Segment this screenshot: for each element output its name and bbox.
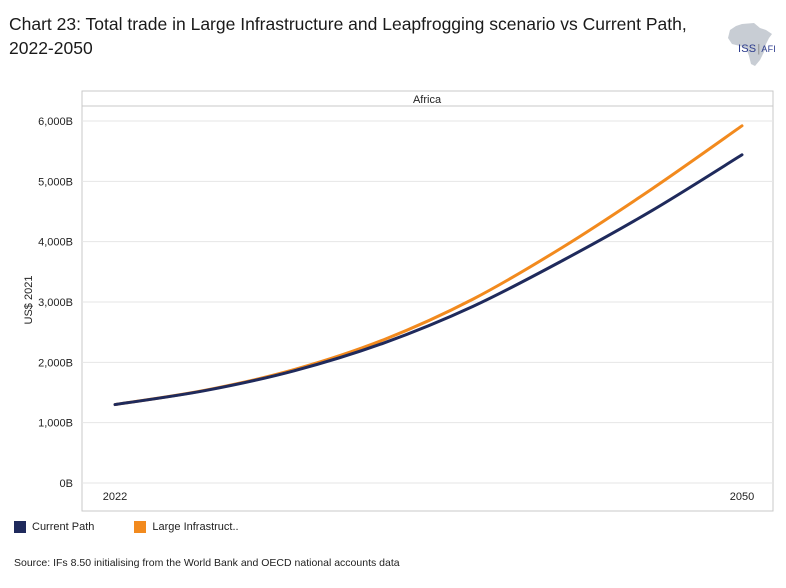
chart-legend: Current Path Large Infrastruct.. bbox=[14, 521, 279, 533]
africa-map-icon bbox=[728, 23, 772, 66]
chart-grid bbox=[82, 120, 773, 484]
legend-swatch-current-path bbox=[14, 521, 26, 533]
x-axis-ticks: 2022 2050 bbox=[103, 491, 754, 503]
y-tick-label-2: 2,000B bbox=[38, 357, 73, 369]
panel-label: Africa bbox=[413, 94, 442, 106]
y-tick-label-3: 3,000B bbox=[38, 297, 73, 309]
logo-afi: AFI bbox=[761, 44, 777, 54]
y-tick-label-5: 5,000B bbox=[38, 176, 73, 188]
legend-label-large-infrastructure: Large Infrastruct.. bbox=[152, 521, 239, 533]
chart-frame bbox=[81, 90, 774, 512]
legend-label-current-path: Current Path bbox=[32, 521, 95, 533]
logo-iss: ISS bbox=[738, 43, 757, 55]
y-tick-label-1: 1,000B bbox=[38, 418, 73, 430]
panel-frame bbox=[81, 90, 774, 512]
y-tick-label-0: 0B bbox=[60, 478, 73, 490]
x-tick-label-1: 2050 bbox=[730, 491, 754, 503]
legend-item-current-path[interactable]: Current Path bbox=[14, 521, 94, 533]
y-tick-label-4: 4,000B bbox=[38, 237, 73, 249]
series-line-current-path bbox=[113, 153, 744, 407]
source-note: Source: IFs 8.50 initialising from the W… bbox=[14, 557, 400, 569]
legend-swatch-large-infrastructure bbox=[134, 521, 147, 533]
legend-item-large-infrastructure[interactable]: Large Infrastruct.. bbox=[134, 521, 239, 533]
logo-text: ISS|AFI bbox=[738, 43, 777, 55]
y-tick-label-6: 6,000B bbox=[38, 116, 73, 128]
x-tick-label-0: 2022 bbox=[103, 491, 127, 503]
y-axis-label: US$ 2021 bbox=[23, 276, 35, 325]
y-axis-ticks: 0B 1,000B 2,000B 3,000B 4,000B 5,000B 6,000B bbox=[38, 116, 73, 490]
series-lines bbox=[113, 124, 744, 407]
chart-title: Chart 23: Total trade in Large Infrastru… bbox=[9, 14, 687, 58]
